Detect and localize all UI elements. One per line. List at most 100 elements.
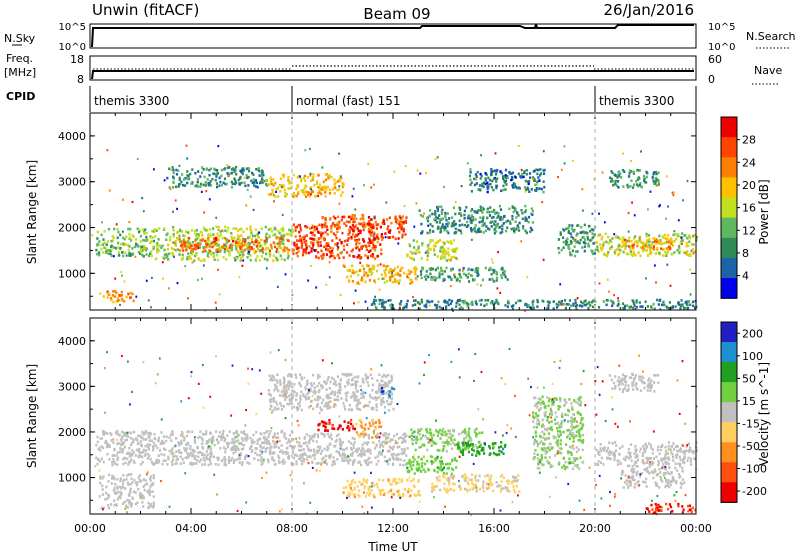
range-gate-cell: [403, 452, 406, 455]
range-gate-cell: [636, 178, 640, 181]
range-gate-cell: [134, 491, 137, 494]
range-gate-cell: [162, 459, 165, 462]
range-gate-cell: [493, 301, 497, 305]
range-gate-cell: [157, 436, 160, 440]
range-gate-cell: [417, 247, 420, 250]
range-gate-cell: [362, 405, 365, 409]
range-gate-cell: [112, 246, 115, 249]
range-gate-cell: [344, 407, 347, 411]
range-gate-cell: [151, 462, 154, 465]
range-gate-cell: [526, 186, 529, 190]
freq-unit-label: [MHz]: [4, 66, 36, 79]
range-gate-cell: [151, 506, 154, 509]
range-gate-cell: [320, 384, 323, 387]
range-gate-cell: [196, 236, 199, 239]
range-gate-cell: [181, 256, 184, 260]
range-gate-cell: [524, 188, 528, 192]
range-gate-cell: [376, 390, 379, 394]
range-gate-cell: [116, 236, 119, 240]
range-gate-cell: [178, 234, 181, 238]
range-gate-cell: [658, 240, 661, 244]
range-gate-cell: [107, 292, 110, 295]
range-gate-cell: [689, 254, 692, 257]
range-gate-cell: [210, 454, 213, 458]
range-gate-cell: [679, 307, 682, 310]
range-gate-cell: [177, 441, 180, 444]
range-gate-cell: [150, 254, 153, 258]
range-gate-cell: [412, 438, 415, 442]
range-gate-cell: [119, 490, 122, 494]
nsky-panel: N.Sky 10^5 10^0 10^5 10^0 N.Search: [4, 22, 796, 53]
range-gate-cell: [490, 172, 493, 175]
range-gate-cell: [543, 185, 546, 189]
range-gate-cell: [444, 211, 447, 215]
range-gate-cell: [522, 227, 525, 230]
range-gate-cell: [291, 395, 294, 398]
range-gate-cell: [650, 305, 653, 308]
range-gate-cell: [349, 275, 352, 278]
range-gate-cell: [673, 230, 676, 233]
range-gate-cell: [266, 440, 269, 443]
range-gate-cell: [430, 276, 433, 279]
range-gate-cell: [388, 231, 391, 234]
range-gate-cell: [134, 481, 137, 485]
range-gate-cell: [677, 233, 680, 236]
range-gate-cell: [186, 170, 189, 173]
range-gate-cell: [397, 282, 400, 285]
range-gate-cell: [173, 241, 175, 244]
range-gate-cell: [452, 428, 456, 432]
range-gate-cell: [309, 174, 312, 177]
range-gate-cell: [378, 384, 381, 388]
range-gate-cell: [194, 454, 197, 458]
range-gate-cell: [265, 179, 268, 182]
range-gate-cell: [629, 305, 632, 308]
range-gate-cell: [411, 257, 414, 261]
colorbar-tick-label: 4: [742, 270, 749, 283]
range-gate-cell: [374, 426, 377, 429]
range-gate-cell: [322, 456, 325, 460]
range-gate-cell: [152, 446, 155, 450]
range-gate-cell: [458, 303, 461, 306]
range-gate-cell: [590, 228, 594, 231]
range-gate-cell: [436, 206, 439, 209]
range-gate-cell: [203, 459, 206, 463]
range-gate-cell: [275, 190, 277, 193]
range-gate-cell: [542, 180, 545, 183]
range-gate-cell: [449, 432, 452, 436]
range-gate-cell: [643, 177, 646, 181]
range-gate-cell: [213, 172, 216, 176]
range-gate-cell: [254, 250, 257, 253]
range-gate-cell: [191, 454, 194, 458]
range-gate-cell: [316, 376, 319, 380]
range-gate-cell: [502, 447, 505, 451]
range-gate-cell: [612, 183, 615, 187]
range-gate-cell: [449, 436, 452, 440]
range-gate-cell: [640, 185, 643, 189]
range-gate-cell: [314, 194, 317, 198]
range-gate-cell: [161, 261, 164, 264]
range-gate-cell: [388, 433, 391, 436]
range-gate-cell: [439, 437, 442, 440]
range-gate-cell: [283, 395, 286, 398]
range-gate-cell: [273, 445, 276, 449]
range-gate-cell: [273, 389, 276, 392]
freq-line: [91, 70, 694, 80]
range-gate-cell: [347, 233, 350, 236]
range-gate-cell: [217, 463, 220, 466]
range-gate-cell: [124, 438, 127, 442]
range-gate-cell: [334, 186, 337, 190]
range-gate-cell: [175, 173, 179, 176]
range-gate-cell: [634, 253, 637, 257]
range-gate-cell: [449, 443, 452, 446]
range-gate-cell: [513, 229, 516, 233]
range-gate-cell: [230, 180, 233, 184]
range-gate-cell: [151, 490, 154, 493]
range-gate-cell: [345, 395, 348, 398]
range-gate-cell: [234, 169, 237, 172]
range-gate-cell: [313, 225, 316, 229]
range-gate-cell: [131, 292, 134, 296]
range-gate-cell: [491, 277, 494, 281]
range-gate-cell: [210, 252, 213, 256]
range-gate-cell: [170, 439, 173, 442]
range-gate-cell: [687, 254, 691, 257]
